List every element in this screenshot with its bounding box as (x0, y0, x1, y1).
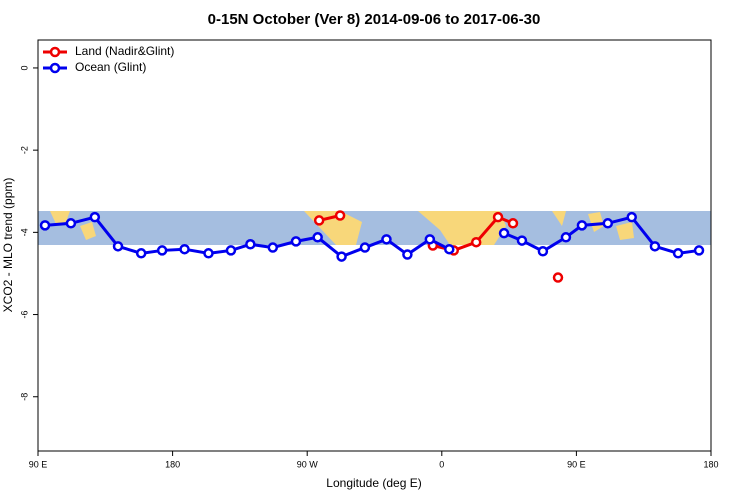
y-tick-label: -6 (19, 311, 29, 319)
point (89, 211, 101, 223)
point (312, 232, 323, 243)
point (290, 236, 302, 247)
point (492, 211, 504, 223)
point (313, 215, 325, 226)
y-tick-label: -4 (19, 228, 29, 236)
point (225, 245, 237, 256)
point (498, 227, 510, 239)
point (39, 220, 51, 231)
point (507, 218, 519, 229)
point (626, 211, 637, 223)
y-tick-label: 0 (19, 65, 29, 70)
point (693, 245, 705, 256)
x-tick-label: 90 E (567, 459, 586, 469)
y-tick-label: -8 (19, 393, 29, 401)
point (560, 232, 572, 243)
point (179, 243, 190, 255)
legend-marker (49, 62, 61, 74)
point (65, 218, 77, 229)
x-tick-label: 90 W (297, 459, 319, 469)
x-tick-label: 180 (165, 459, 180, 469)
point (336, 251, 347, 262)
plot-frame (37, 39, 712, 452)
legend-label: Ocean (Glint) (75, 60, 146, 74)
map-band (38, 211, 711, 245)
y-tick-label: -2 (19, 146, 29, 154)
point (267, 242, 279, 253)
legend-marker (49, 46, 61, 58)
chart-title: 0-15N October (Ver 8) 2014-09-06 to 2017… (208, 11, 541, 28)
point (135, 248, 147, 259)
point (359, 242, 371, 253)
point (649, 241, 661, 252)
y-axis-label: XCO2 - MLO trend (ppm) (1, 178, 15, 313)
point (672, 248, 684, 259)
point (552, 272, 564, 283)
x-tick-label: 0 (439, 459, 444, 469)
point (381, 234, 392, 245)
point (576, 220, 588, 231)
point (516, 235, 528, 246)
x-tick-label: 90 E (29, 459, 48, 469)
point (470, 236, 482, 248)
legend-label: Land (Nadir&Glint) (75, 44, 174, 58)
point (444, 243, 455, 255)
point (203, 248, 214, 259)
x-axis-label: Longitude (deg E) (326, 476, 421, 490)
point (424, 234, 436, 245)
point (602, 218, 614, 229)
point (402, 249, 413, 260)
point (156, 245, 168, 256)
x-tick-label: 180 (703, 459, 718, 469)
point (112, 241, 124, 252)
point (245, 239, 256, 250)
point (334, 210, 346, 221)
point (537, 246, 549, 257)
